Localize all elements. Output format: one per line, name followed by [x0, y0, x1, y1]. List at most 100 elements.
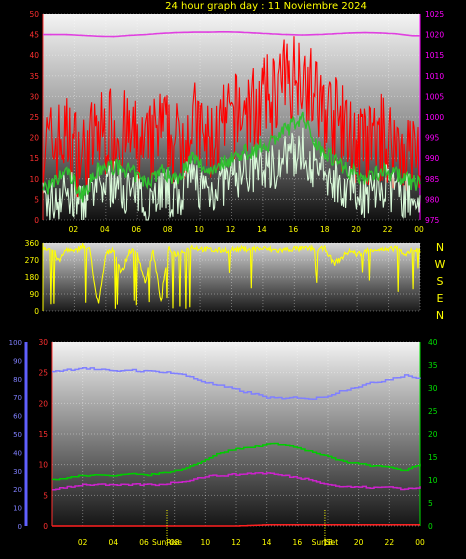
series-temperature [52, 442, 421, 481]
pressure-point [65, 33, 68, 36]
y-tick-label: 15 [29, 154, 39, 163]
pressure-point [128, 34, 131, 37]
y-tick-label: 0 [34, 307, 39, 316]
y-tick-label: 30 [38, 338, 48, 347]
sunset-label: SunSet [312, 538, 339, 547]
plot-area [52, 342, 420, 526]
humidity-tick-label: 40 [13, 449, 22, 457]
x-tick-label: 02 [78, 538, 88, 547]
series-pressure [43, 31, 420, 38]
x-tick-label: 14 [262, 538, 272, 547]
y-tick-label: 15 [38, 430, 48, 439]
y2-tick-label: 980 [425, 195, 440, 204]
x-tick-label: 20 [354, 538, 364, 547]
y2-tick-label: 10 [428, 476, 438, 485]
y2-tick-label: 1005 [425, 92, 444, 101]
y2-tick-label: 990 [425, 154, 440, 163]
pressure-point [175, 31, 178, 34]
humidity-tick-label: 60 [13, 413, 22, 421]
pressure-point [395, 32, 398, 35]
x-tick-label: 16 [289, 225, 299, 234]
y2-tick-label: 985 [425, 175, 440, 184]
pressure-point [411, 35, 413, 37]
pressure-point [160, 32, 162, 35]
y2-tick-label: 20 [428, 430, 438, 439]
y-tick-label: 0 [34, 216, 39, 225]
temperature-humidity-chart: 0102030405060708090100051015202530051015… [9, 338, 438, 547]
y2-tick-label: 995 [425, 134, 440, 143]
y2-tick-label: 25 [428, 407, 438, 416]
x-tick-label: 08 [170, 538, 180, 547]
y2-tick-label: 1010 [425, 72, 444, 81]
x-tick-label: 20 [351, 225, 361, 234]
x-tick-label: 02 [69, 225, 79, 234]
y-tick-label: 5 [34, 195, 39, 204]
y-tick-label: 20 [29, 134, 39, 143]
series-rain [52, 524, 420, 527]
pressure-point [50, 33, 52, 36]
y2-tick-label: 1025 [425, 10, 444, 19]
y-tick-label: 35 [29, 72, 39, 81]
wind-pressure-chart: 0510152025303540455097598098599099510001… [29, 10, 444, 234]
y2-tick-label: 35 [428, 361, 438, 370]
pressure-point [144, 33, 146, 36]
chart-title: 24 hour graph day : 11 Noviembre 2024 [165, 1, 367, 12]
x-tick-label: 10 [201, 538, 211, 547]
pressure-point [238, 31, 241, 33]
y-tick-label: 270 [25, 256, 40, 265]
pressure-point [191, 31, 194, 33]
series-wind-direction [42, 242, 421, 309]
x-tick-label: 16 [293, 538, 303, 547]
y-tick-label: 10 [29, 175, 39, 184]
x-tick-label: 06 [139, 538, 149, 547]
series-dew-point [52, 472, 421, 491]
pressure-point [317, 33, 319, 36]
series-humidity [52, 366, 421, 400]
y2-tick-label: 1020 [425, 31, 444, 40]
humidity-tick-label: 50 [13, 431, 22, 439]
pressure-point [301, 34, 303, 36]
pressure-point [364, 31, 366, 34]
humidity-tick-label: 80 [13, 376, 22, 384]
x-tick-label: 22 [383, 225, 393, 234]
y-tick-label: 0 [43, 522, 48, 531]
pressure-point [81, 34, 84, 37]
y-tick-label: 50 [29, 10, 39, 19]
pressure-point [112, 35, 115, 38]
y2-tick-label: 30 [428, 384, 438, 393]
pressure-point [348, 32, 351, 34]
y2-tick-label: 5 [428, 499, 433, 508]
x-tick-label: 10 [194, 225, 204, 234]
series-avg-wind [42, 111, 421, 203]
humidity-tick-label: 10 [13, 505, 22, 513]
y-tick-label: 30 [29, 92, 39, 101]
pressure-point [207, 31, 209, 33]
x-tick-label: 18 [320, 225, 330, 234]
y-tick-label: 90 [29, 290, 39, 299]
compass-label: W [435, 258, 446, 271]
pressure-point [332, 32, 335, 35]
x-tick-label: 04 [100, 225, 110, 234]
compass-label: E [437, 292, 444, 305]
y2-tick-label: 1015 [425, 51, 444, 60]
humidity-tick-label: 70 [13, 394, 22, 402]
y-tick-label: 40 [29, 51, 39, 60]
y-tick-label: 20 [38, 399, 48, 408]
pressure-point [269, 32, 272, 35]
compass-label: N [436, 241, 444, 254]
sunrise-label: SunRise [152, 538, 182, 547]
pressure-point [254, 32, 256, 34]
y-tick-label: 25 [29, 113, 39, 122]
compass-label: N [436, 309, 444, 322]
x-tick-label: 00 [415, 538, 425, 547]
y-tick-label: 45 [29, 31, 39, 40]
pressure-point [222, 30, 225, 33]
y-tick-label: 180 [25, 273, 40, 282]
y-tick-label: 25 [38, 369, 48, 378]
x-tick-label: 06 [131, 225, 141, 234]
y-tick-label: 360 [25, 239, 40, 248]
y-tick-label: 5 [43, 491, 48, 500]
pressure-point [97, 35, 99, 38]
